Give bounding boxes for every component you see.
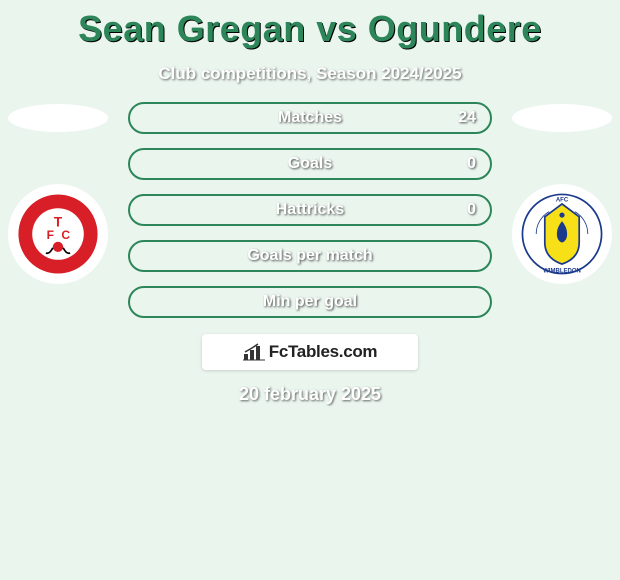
svg-text:T: T [54, 214, 63, 229]
afc-wimbledon-crest-icon: WIMBLEDON AFC [519, 191, 605, 277]
svg-text:C: C [61, 228, 70, 242]
right-column: WIMBLEDON AFC [512, 102, 612, 284]
stat-label: Hattricks [276, 201, 344, 219]
svg-text:F: F [47, 228, 54, 242]
bar-chart-icon [243, 343, 265, 361]
stat-row-mpg: Min per goal [128, 286, 492, 318]
date-text: 20 february 2025 [0, 384, 620, 405]
left-club-badge: T F C [8, 184, 108, 284]
svg-text:WIMBLEDON: WIMBLEDON [543, 269, 581, 275]
stat-label: Matches [278, 109, 342, 127]
brand-box[interactable]: FcTables.com [202, 334, 418, 370]
page-title: Sean Gregan vs Ogundere [0, 0, 620, 50]
stats-column: Matches 24 Goals 0 Hattricks 0 Goals per… [128, 102, 492, 318]
stat-row-goals: Goals 0 [128, 148, 492, 180]
fleetwood-crest-icon: T F C [15, 191, 101, 277]
comparison-layout: T F C Matches 24 Goals 0 Hattricks 0 Goa… [0, 102, 620, 318]
stat-label: Min per goal [263, 293, 357, 311]
stat-value-right: 0 [467, 155, 476, 173]
stat-label: Goals per match [247, 247, 372, 265]
stat-label: Goals [288, 155, 332, 173]
page-subtitle: Club competitions, Season 2024/2025 [0, 64, 620, 84]
stat-value-right: 0 [467, 201, 476, 219]
stat-row-matches: Matches 24 [128, 102, 492, 134]
left-column: T F C [8, 102, 108, 284]
right-ellipse-decor [512, 104, 612, 132]
svg-text:AFC: AFC [556, 197, 569, 203]
right-club-badge: WIMBLEDON AFC [512, 184, 612, 284]
left-ellipse-decor [8, 104, 108, 132]
stat-row-gpm: Goals per match [128, 240, 492, 272]
stat-value-right: 24 [458, 109, 476, 127]
brand-text: FcTables.com [269, 342, 378, 362]
stat-row-hattricks: Hattricks 0 [128, 194, 492, 226]
